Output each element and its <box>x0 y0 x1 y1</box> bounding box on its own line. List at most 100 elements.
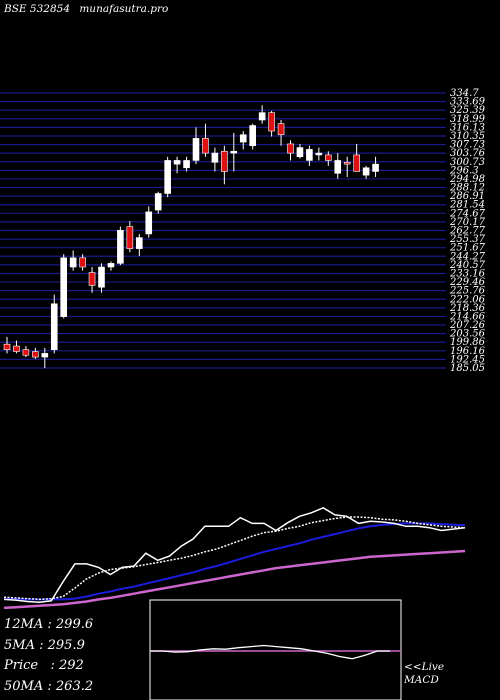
price-label: 333.69 <box>450 97 486 108</box>
candle-up <box>145 211 153 235</box>
price-label: 214.66 <box>449 311 486 322</box>
price-label: 296.3 <box>449 165 479 176</box>
stat-label: 5MA <box>4 637 35 653</box>
site-name: munafasutra.pro <box>79 3 169 15</box>
candle-up <box>183 160 190 169</box>
candle-up <box>107 263 115 268</box>
price-label: 207.26 <box>449 320 486 331</box>
candle-up <box>306 149 313 161</box>
price-label: 185.05 <box>450 363 485 374</box>
candle-down <box>221 150 228 172</box>
stat-value: 263.2 <box>55 678 94 694</box>
candle-up <box>98 266 105 288</box>
price-label: 192.45 <box>450 354 485 365</box>
price-label: 334.7 <box>450 88 479 99</box>
price-label: 251.67 <box>449 243 486 254</box>
price-label: 218.36 <box>449 303 486 314</box>
ma-12-line <box>4 522 466 601</box>
price-label: 233.16 <box>449 268 486 279</box>
stat-value: 295.9 <box>47 637 85 653</box>
price-label: 196.16 <box>450 346 486 357</box>
candle-down <box>202 138 209 154</box>
candle-down <box>32 351 39 358</box>
candle-up <box>315 152 323 156</box>
stock-code: BSE 532854 <box>4 3 70 15</box>
price-label: 199.86 <box>450 337 486 348</box>
candle-down <box>3 343 11 351</box>
candle-down <box>343 161 351 165</box>
candle-up <box>362 167 370 176</box>
ma-50-line <box>3 549 466 610</box>
stat-label: Price <box>4 658 39 673</box>
macd-panel <box>150 644 401 660</box>
stat-value: 299.6 <box>55 617 94 632</box>
price-label: 225.76 <box>449 286 486 297</box>
candle-down <box>126 226 134 249</box>
live-macd-link[interactable]: <<Live MACD <box>404 661 444 687</box>
price-label: 222.06 <box>449 294 486 305</box>
candle-up <box>117 229 124 264</box>
candle-down <box>79 257 86 268</box>
candle-up <box>173 160 181 165</box>
price-grid <box>0 92 446 369</box>
price-label: 229.46 <box>449 277 486 288</box>
candle-up <box>211 152 219 163</box>
ma-5-line <box>3 516 466 601</box>
candle-down <box>268 112 275 132</box>
price-label: 316.13 <box>450 122 485 133</box>
price-axis-labels: 334.7333.69325.39318.99316.13310.35307.7… <box>449 88 486 374</box>
price-label: 300.73 <box>450 157 485 168</box>
stat-label: 50MA <box>4 678 44 694</box>
price-label: 262.77 <box>449 226 486 237</box>
macd-panel-frame <box>149 599 402 700</box>
candle-up <box>334 160 342 174</box>
price-label: 203.56 <box>449 329 486 340</box>
price-label: 255.37 <box>449 234 486 245</box>
stat-label: 12MA <box>4 617 44 632</box>
stat-value: 292 <box>59 658 84 673</box>
price-label: 288.12 <box>449 183 485 194</box>
price-label: 240.57 <box>449 260 486 271</box>
macd-line <box>150 644 390 660</box>
candlestick-series <box>3 105 379 369</box>
stats-legend: 12MA : 299.6 5MA : 295.9 Price : 292 50M… <box>4 615 93 697</box>
price-label: 274.67 <box>449 208 486 219</box>
candle-up <box>60 257 68 317</box>
candle-down <box>353 154 360 172</box>
stat-12ma: 12MA : 299.6 <box>4 617 94 632</box>
candle-up <box>69 257 77 268</box>
stat-price: Price : 292 <box>4 658 84 673</box>
candle-down <box>287 143 294 154</box>
candle-up <box>154 193 162 211</box>
price-line <box>3 506 466 603</box>
candle-up <box>239 134 247 143</box>
candle-down <box>88 272 96 286</box>
moving-average-panel <box>3 506 466 610</box>
price-label: 286.91 <box>449 191 485 202</box>
macd-label: MACD <box>404 674 439 686</box>
candle-up <box>372 163 379 172</box>
price-label: 310.35 <box>450 131 485 142</box>
candle-up <box>258 112 266 121</box>
price-label: 303.76 <box>450 148 486 159</box>
candle-down <box>13 345 20 352</box>
price-label: 318.99 <box>450 114 486 125</box>
price-label: 307.73 <box>450 140 485 151</box>
live-label[interactable]: <<Live <box>404 661 445 673</box>
candle-up <box>50 303 58 351</box>
price-label: 325.39 <box>450 105 486 116</box>
stat-5ma: 5MA : 295.9 <box>4 637 85 653</box>
candle-up <box>136 237 143 249</box>
stat-50ma: 50MA : 263.2 <box>4 678 94 694</box>
price-label: 294.98 <box>449 174 485 185</box>
price-label: 244.27 <box>449 251 486 262</box>
candle-up <box>164 160 171 194</box>
candle-up <box>230 150 238 154</box>
chart-header: BSE 532854 munafasutra.pro <box>4 3 174 15</box>
candle-down <box>277 123 285 136</box>
candle-down <box>324 154 332 161</box>
price-label: 270.17 <box>449 217 486 228</box>
price-label: 281.54 <box>449 200 485 211</box>
candle-up <box>192 138 200 161</box>
